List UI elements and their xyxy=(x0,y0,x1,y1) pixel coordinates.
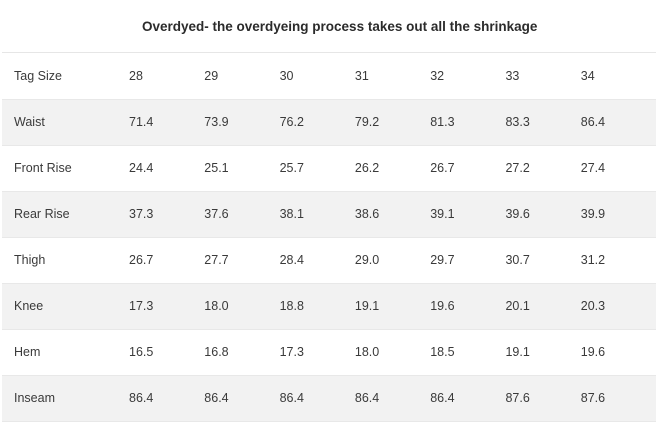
table-title: Overdyed- the overdyeing process takes o… xyxy=(142,18,538,34)
measurement-cell: 27.7 xyxy=(204,237,280,284)
row-label: Rear Rise xyxy=(2,191,129,238)
size-header-cell: 34 xyxy=(580,53,657,100)
measurement-cell: 19.6 xyxy=(430,283,506,330)
table-row: Hem 16.5 16.8 17.3 18.0 18.5 19.1 19.6 xyxy=(2,329,657,376)
measurement-cell: 87.6 xyxy=(580,375,657,422)
size-header-cell: 31 xyxy=(354,53,431,100)
title-row: Overdyed- the overdyeing process takes o… xyxy=(2,0,656,53)
measurement-cell: 86.4 xyxy=(204,375,280,422)
row-label: Inseam xyxy=(2,375,129,422)
header-row: Tag Size 28 29 30 31 32 33 34 xyxy=(2,53,657,100)
measurement-cell: 81.3 xyxy=(430,99,506,146)
measurement-cell: 87.6 xyxy=(505,375,581,422)
measurement-cell: 16.5 xyxy=(129,329,205,376)
measurement-cell: 30.7 xyxy=(505,237,581,284)
measurement-cell: 27.2 xyxy=(505,145,581,192)
size-header-cell: 32 xyxy=(430,53,506,100)
measurement-cell: 37.3 xyxy=(129,191,205,238)
measurement-cell: 71.4 xyxy=(129,99,205,146)
measurement-cell: 39.9 xyxy=(580,191,657,238)
table-row: Thigh 26.7 27.7 28.4 29.0 29.7 30.7 31.2 xyxy=(2,237,657,284)
measurement-cell: 19.1 xyxy=(505,329,581,376)
measurement-cell: 18.0 xyxy=(204,283,280,330)
measurement-cell: 19.6 xyxy=(580,329,657,376)
row-label: Front Rise xyxy=(2,145,129,192)
measurement-cell: 17.3 xyxy=(129,283,205,330)
table-row: Rear Rise 37.3 37.6 38.1 38.6 39.1 39.6 39.9 xyxy=(2,191,657,238)
measurement-cell: 16.8 xyxy=(204,329,280,376)
table-row: Waist 71.4 73.9 76.2 79.2 81.3 83.3 86.4 xyxy=(2,99,657,146)
size-header-cell: 33 xyxy=(505,53,581,100)
measurement-cell: 19.1 xyxy=(354,283,431,330)
measurement-cell: 28.4 xyxy=(279,237,355,284)
size-header-cell: 28 xyxy=(129,53,205,100)
measurement-cell: 76.2 xyxy=(279,99,355,146)
measurement-cell: 18.8 xyxy=(279,283,355,330)
measurement-cell: 18.0 xyxy=(354,329,431,376)
row-label: Waist xyxy=(2,99,129,146)
measurement-cell: 38.1 xyxy=(279,191,355,238)
measurement-cell: 39.1 xyxy=(430,191,506,238)
size-header-cell: 30 xyxy=(279,53,355,100)
measurement-cell: 86.4 xyxy=(580,99,657,146)
measurement-cell: 86.4 xyxy=(430,375,506,422)
measurement-cell: 20.1 xyxy=(505,283,581,330)
table-row: Knee 17.3 18.0 18.8 19.1 19.6 20.1 20.3 xyxy=(2,283,657,330)
measurement-cell: 25.1 xyxy=(204,145,280,192)
measurement-cell: 83.3 xyxy=(505,99,581,146)
measurement-cell: 86.4 xyxy=(129,375,205,422)
row-label: Hem xyxy=(2,329,129,376)
table-row: Front Rise 24.4 25.1 25.7 26.2 26.7 27.2 27.4 xyxy=(2,145,657,192)
row-label: Knee xyxy=(2,283,129,330)
measurement-cell: 29.7 xyxy=(430,237,506,284)
measurement-cell: 38.6 xyxy=(354,191,431,238)
measurement-cell: 79.2 xyxy=(354,99,431,146)
header-label: Tag Size xyxy=(2,53,129,100)
measurement-cell: 86.4 xyxy=(354,375,431,422)
measurement-cell: 86.4 xyxy=(279,375,355,422)
measurement-cell: 26.7 xyxy=(129,237,205,284)
measurement-cell: 26.2 xyxy=(354,145,431,192)
measurement-cell: 17.3 xyxy=(279,329,355,376)
measurement-cell: 73.9 xyxy=(204,99,280,146)
size-chart: Overdyed- the overdyeing process takes o… xyxy=(2,0,657,422)
measurement-cell: 29.0 xyxy=(354,237,431,284)
size-table: Tag Size 28 29 30 31 32 33 34 Waist 71.4 7… xyxy=(2,53,657,422)
measurement-cell: 25.7 xyxy=(279,145,355,192)
measurement-cell: 18.5 xyxy=(430,329,506,376)
size-header-cell: 29 xyxy=(204,53,280,100)
measurement-cell: 26.7 xyxy=(430,145,506,192)
measurement-cell: 39.6 xyxy=(505,191,581,238)
measurement-cell: 24.4 xyxy=(129,145,205,192)
measurement-cell: 27.4 xyxy=(580,145,657,192)
measurement-cell: 20.3 xyxy=(580,283,657,330)
measurement-cell: 31.2 xyxy=(580,237,657,284)
measurement-cell: 37.6 xyxy=(204,191,280,238)
row-label: Thigh xyxy=(2,237,129,284)
table-row: Inseam 86.4 86.4 86.4 86.4 86.4 87.6 87.6 xyxy=(2,375,657,422)
